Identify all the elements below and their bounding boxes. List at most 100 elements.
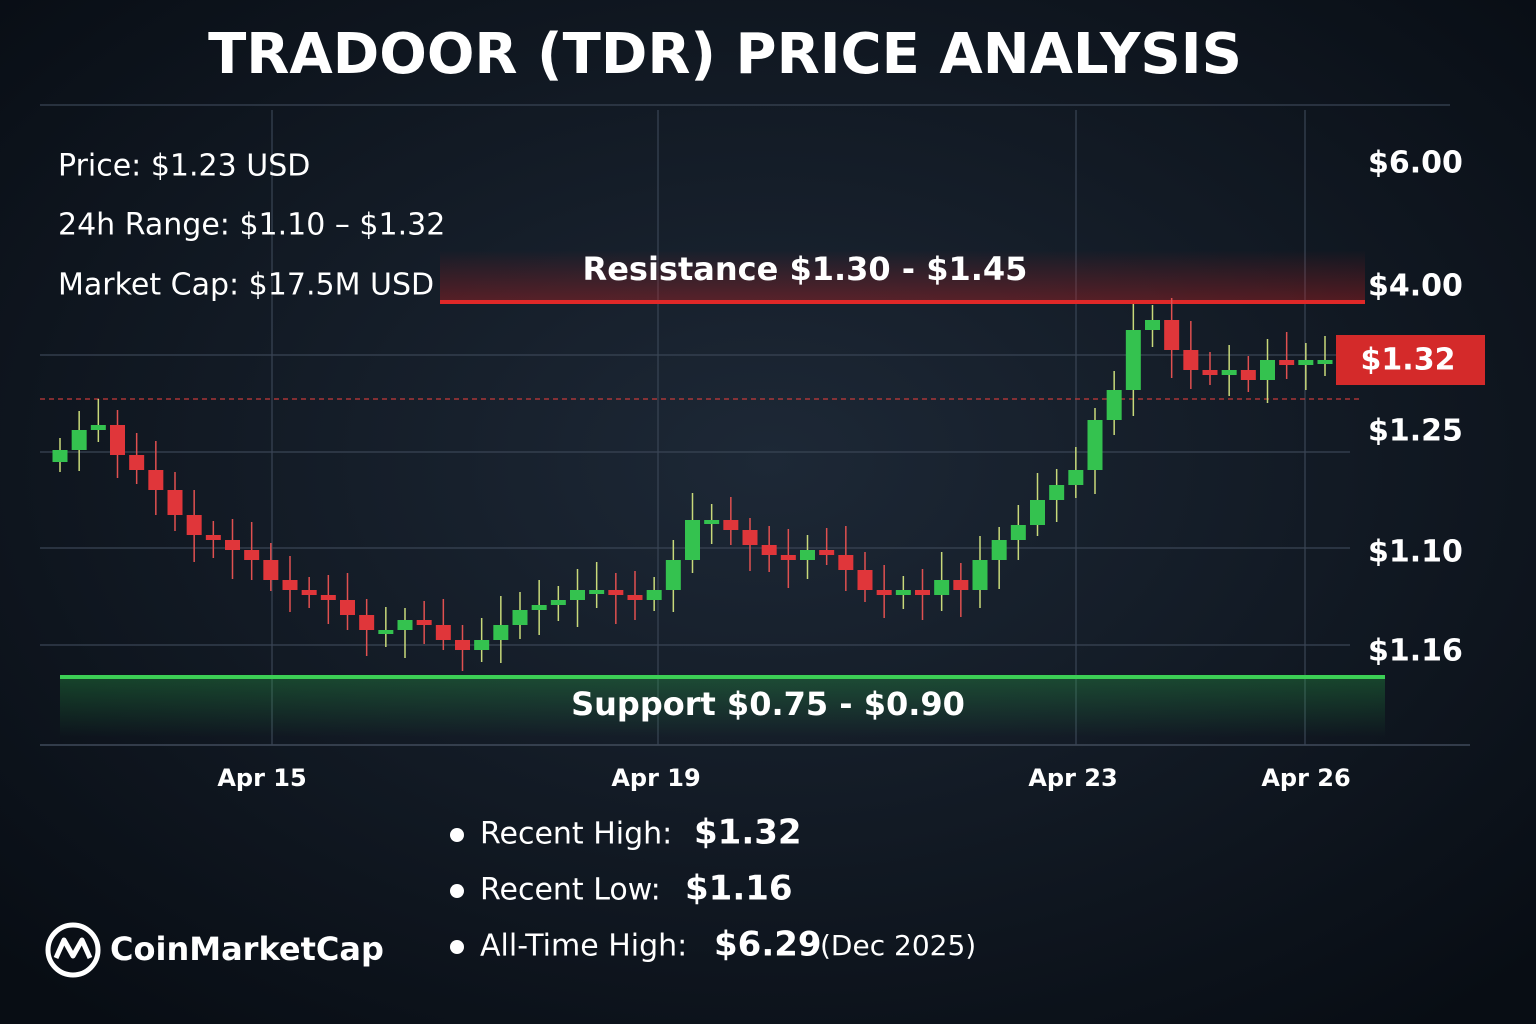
candle-body [71,430,87,450]
candle-body [340,600,355,615]
candle-body [531,605,547,610]
candle-body [435,625,451,640]
y-axis-label: $6.00 [1368,146,1463,181]
resistance-label: Resistance $1.30 - $1.45 [583,250,1028,288]
candle-body [1221,370,1237,375]
candle-body [205,535,221,540]
highlight-note: (Dec 2025) [820,929,976,962]
candle-body [455,640,470,650]
candle-body [225,540,240,550]
candle-body [608,590,624,595]
candle-body [52,450,68,462]
candle-body [493,625,509,640]
candle-body [972,560,988,590]
candle-body [1145,320,1160,330]
stat: Price: $1.23 USD [58,149,310,184]
price-badge [1336,335,1485,385]
candle-body [359,615,375,630]
resistance-glow [440,250,1365,302]
candle-body [780,555,796,560]
candle-body [665,560,681,590]
candle-body [1279,360,1295,365]
y-axis-label: $1.25 [1368,414,1463,449]
candle-body [1125,330,1141,390]
candle-body [416,620,432,625]
support-label: Support $0.75 - $0.90 [571,685,965,723]
candle-body [800,550,815,560]
candle-body [397,620,413,630]
candle-body [934,580,950,595]
candle-body [320,595,336,600]
candle-body [570,590,585,600]
candle-body [1087,420,1103,470]
candle-body [167,490,183,515]
highlight-label: Recent High: [480,817,672,852]
x-axis-label: Apr 23 [1028,764,1117,792]
candle-body [1240,370,1256,380]
candle-body [876,590,892,595]
candle-body [685,520,700,560]
highlight-value: $1.16 [685,869,793,909]
x-axis-label: Apr 15 [217,764,306,792]
candle-body [1164,320,1180,350]
candle-body [1260,360,1275,380]
candle-body [244,550,260,560]
candle-body [1030,500,1045,525]
candle-body [550,600,566,605]
x-axis-label: Apr 26 [1261,764,1350,792]
candle-body [474,640,490,650]
logo-ring [45,922,101,978]
candle-body [282,580,298,590]
candle-body [646,590,662,600]
candle-body [512,610,528,625]
y-axis-label: $4.00 [1368,269,1463,304]
brand-name: CoinMarketCap [110,930,384,968]
bullet [450,884,464,898]
highlight-value: $1.32 [694,813,802,853]
y-axis-label: $1.10 [1368,535,1463,570]
candle-body [915,590,930,595]
highlights: Recent High: $1.32 Recent Low: $1.16 All… [450,813,976,965]
candle-body [110,425,125,455]
candle-body [90,425,106,430]
candle-body [129,455,145,470]
candle-body [301,590,317,595]
y-axis-label: $1.16 [1368,634,1463,669]
candle-body [589,590,605,594]
candle-body [742,530,758,545]
candle-body [378,630,394,634]
highlight-value: $6.29 [714,925,822,965]
candle-body [186,515,202,535]
candle-body [1049,485,1065,500]
title: TRADOOR (TDR) PRICE ANALYSIS [208,22,1242,87]
candle-body [1010,525,1026,540]
candle-body [263,560,279,580]
candle-body [819,550,835,555]
candle-body [953,580,969,590]
candle-body [723,520,739,530]
candle-body [627,595,643,600]
stat: Market Cap: $17.5M USD [58,268,434,303]
candles [52,298,1333,671]
stat: 24h Range: $1.10 – $1.32 [58,208,445,243]
brand-logo: CoinMarketCap [45,922,384,978]
candle-body [1202,370,1218,375]
candle-body [148,470,164,490]
candle-body [1317,360,1333,364]
highlight-label: Recent Low: [480,873,661,908]
support-glow [60,677,1385,737]
candle-body [761,545,777,555]
bullet [450,940,464,954]
candle-body [857,570,873,590]
candle-body [838,555,854,570]
candle-body [1068,470,1084,485]
candle-body [991,540,1007,560]
candle-body [1183,350,1199,370]
candle-body [1106,390,1122,420]
grid [40,104,1470,746]
x-axis-label: Apr 19 [611,764,700,792]
logo-mark [53,937,93,960]
